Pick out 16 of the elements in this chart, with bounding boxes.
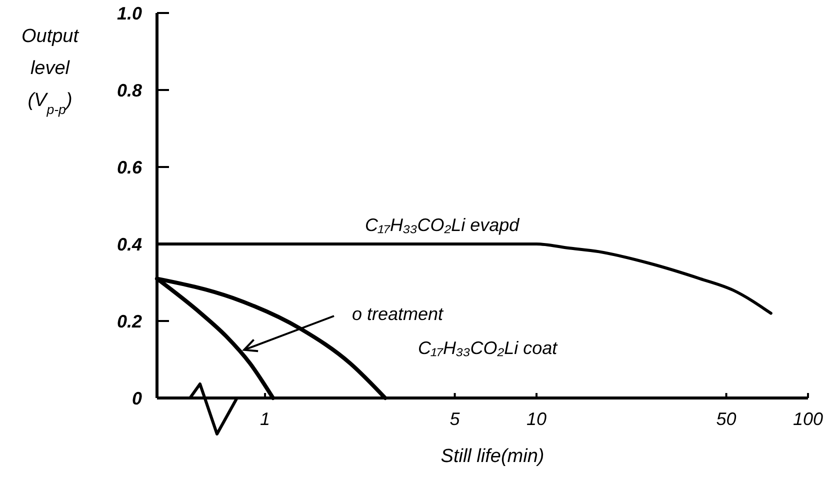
x-tick-label: 1 — [260, 409, 270, 429]
text: o treatment — [352, 304, 444, 324]
y-tick-label: 0 — [132, 388, 142, 408]
series-label: C₁₇H₃₃CO₂Li evapd — [365, 215, 520, 235]
text: C₁₇H₃₃CO₂Li coat — [418, 338, 558, 358]
y-tick-label: 1.0 — [116, 3, 142, 24]
y-tick-label: 0.8 — [116, 80, 142, 100]
x-axis-title: Still life(min) — [440, 446, 544, 467]
x-tick-label: 50 — [716, 409, 736, 429]
y-tick-label: 0.6 — [116, 157, 143, 178]
x-tick-label: 100 — [792, 409, 824, 429]
y-tick-label: 0.4 — [116, 234, 142, 254]
x-tick-label: 10 — [526, 409, 547, 429]
y-axis-title: Output level (V$_{p-p}$) — [21, 26, 80, 116]
y-tick-label: 0.2 — [116, 311, 142, 332]
x-tick-label: 5 — [450, 409, 461, 429]
